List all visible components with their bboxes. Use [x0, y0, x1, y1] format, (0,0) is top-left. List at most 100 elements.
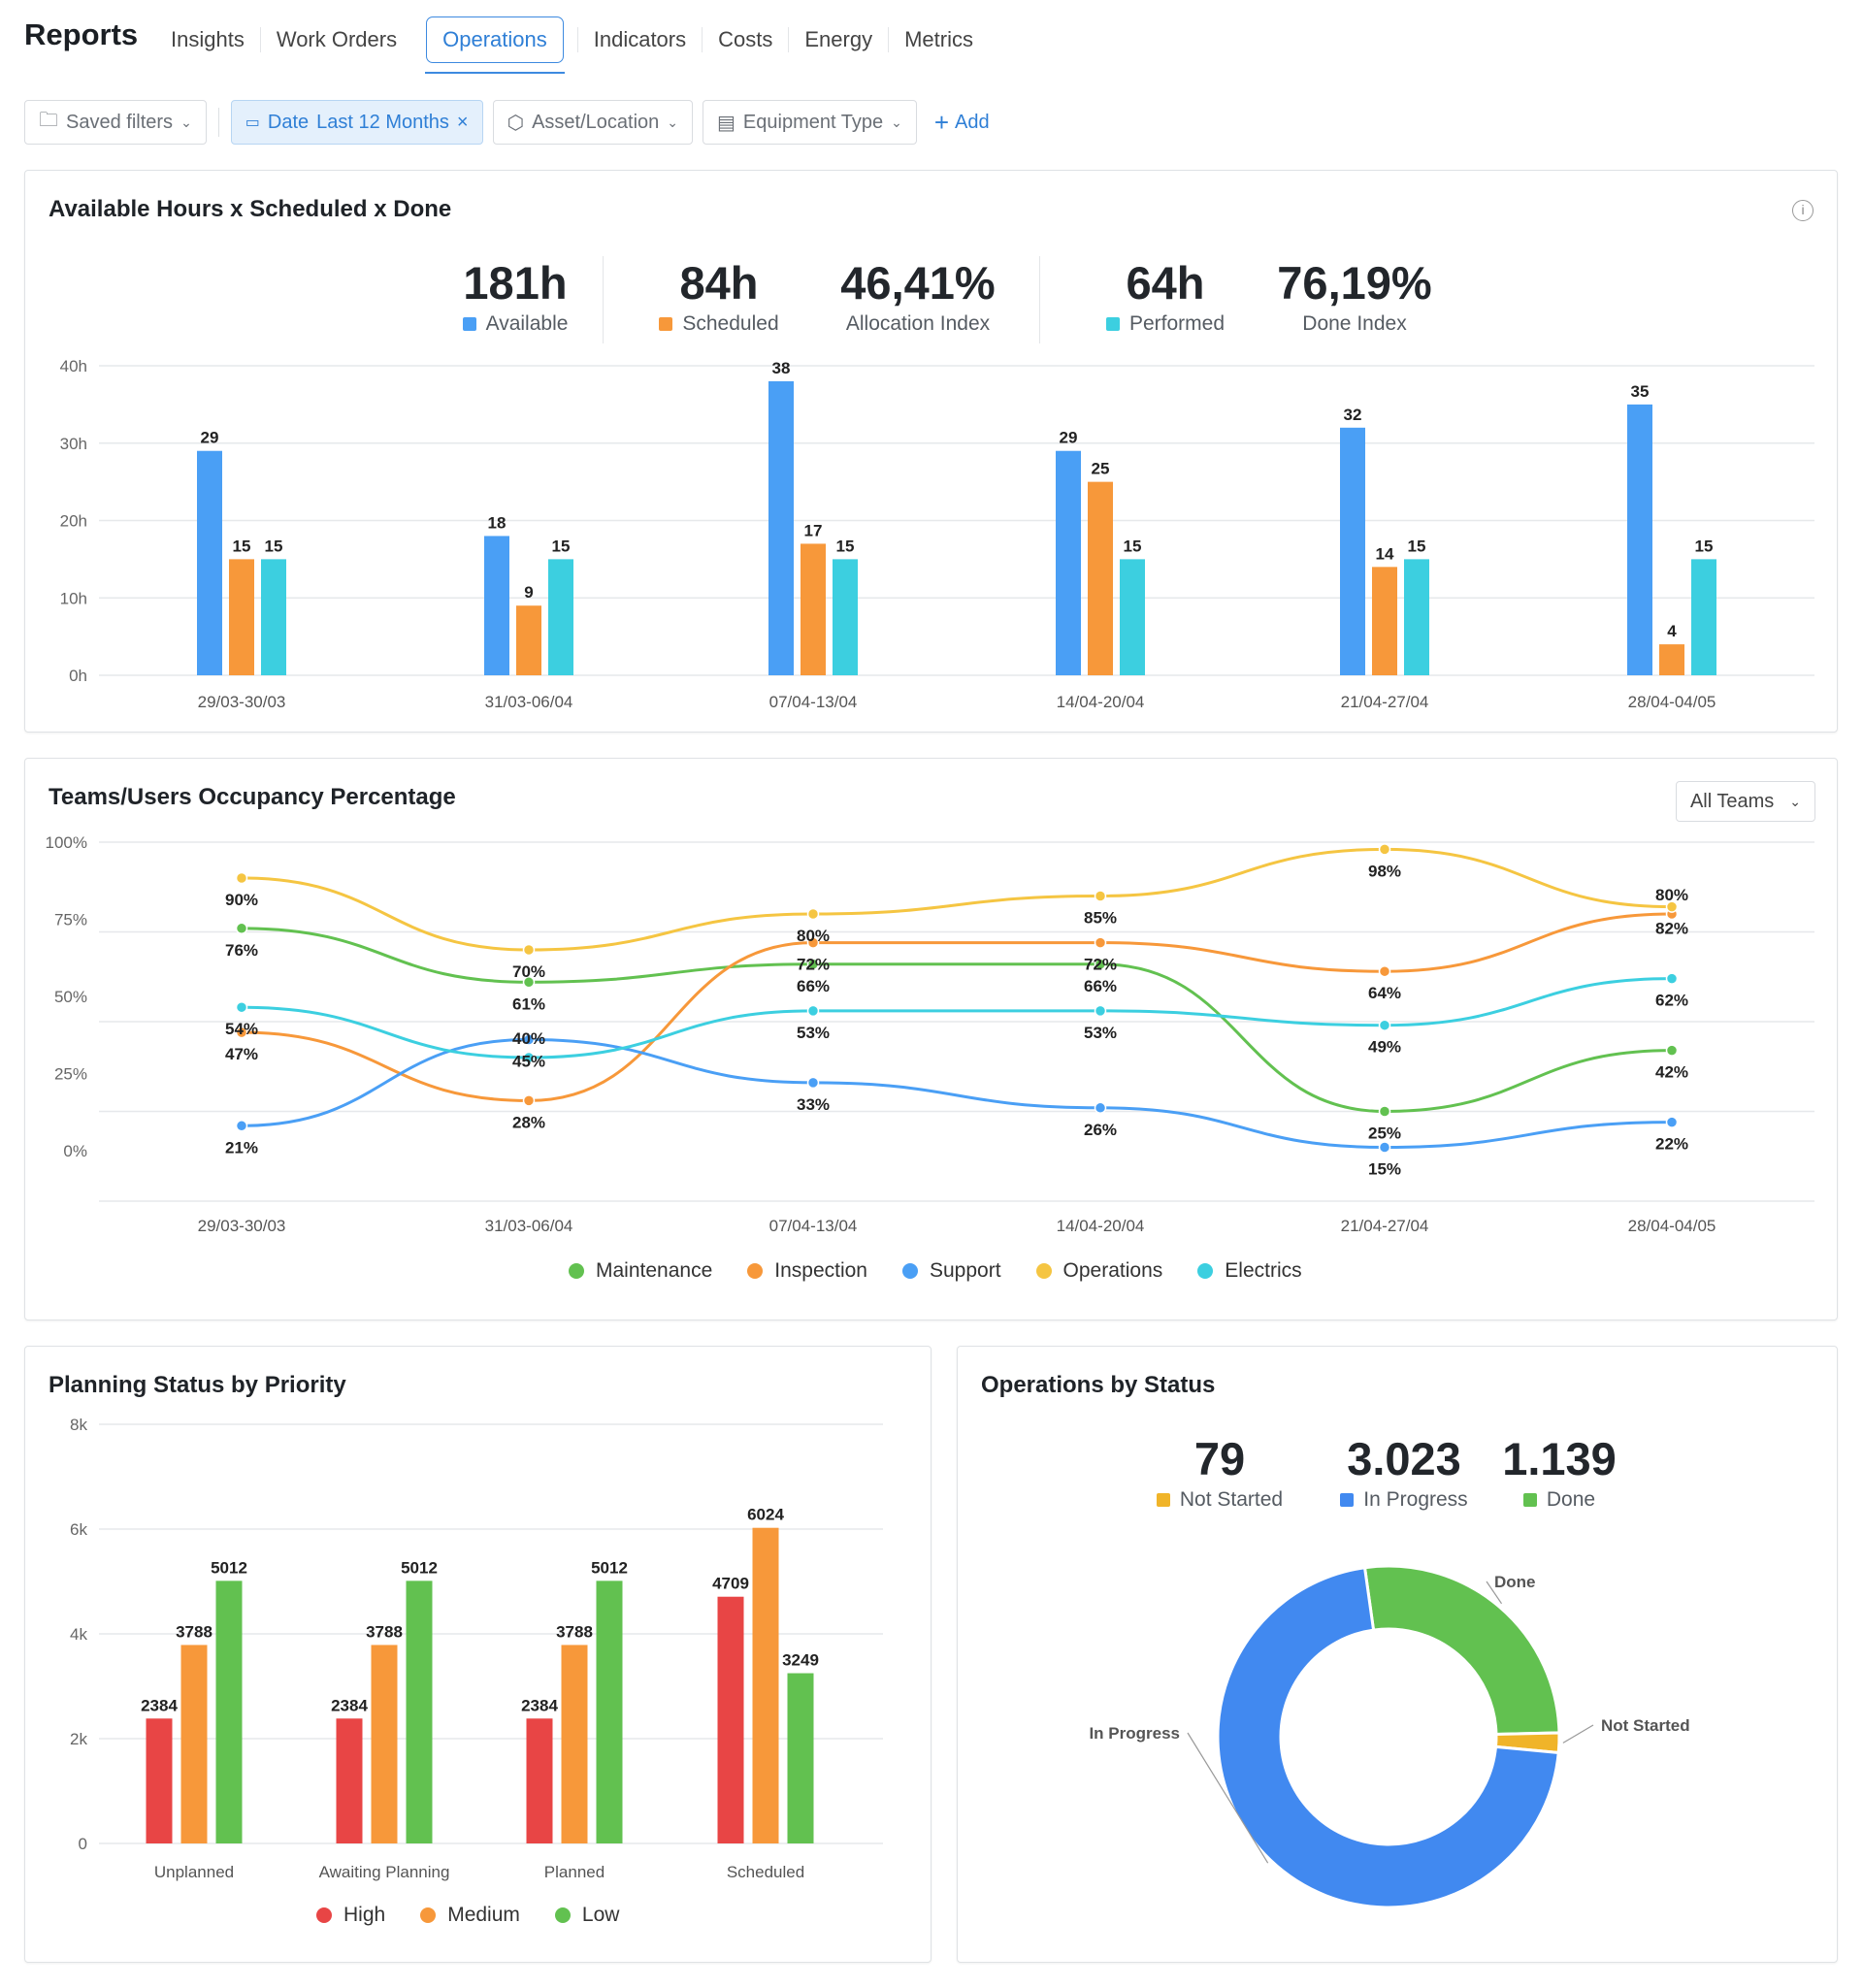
kpi-done-index: 76,19% Done Index	[1267, 258, 1442, 336]
legend-electrics[interactable]: Electrics	[1197, 1259, 1302, 1283]
data-label: 15	[1408, 537, 1426, 555]
data-label: 18	[488, 513, 507, 532]
bar-performed	[833, 559, 858, 675]
bar-available	[484, 536, 509, 675]
x-tick-label: 07/04-13/04	[769, 693, 858, 711]
data-label: 15	[1695, 537, 1714, 555]
saved-filters-button[interactable]: 🗀 Saved filters ⌄	[24, 100, 207, 145]
legend-high[interactable]: High	[316, 1904, 385, 1927]
add-filter-button[interactable]: + Add	[927, 108, 997, 138]
bar-performed	[1120, 559, 1145, 675]
legend-swatch	[462, 317, 476, 331]
tab-operations[interactable]: Operations	[425, 16, 565, 74]
info-icon[interactable]: i	[1792, 200, 1814, 221]
kpi-value: 3.023	[1347, 1433, 1461, 1484]
cube-icon: ⬡	[507, 112, 525, 134]
bar-performed	[548, 559, 573, 675]
bar-available	[768, 380, 794, 675]
date-filter-value: Last 12 Months	[316, 111, 449, 133]
legend-medium[interactable]: Medium	[420, 1904, 520, 1927]
occupancy-legend: Maintenance Inspection Support Operation…	[569, 1259, 1302, 1283]
saved-filters-label: Saved filters	[66, 111, 174, 133]
bar-available	[1627, 404, 1652, 675]
planning-legend: High Medium Low	[316, 1904, 619, 1927]
ops-status-card: Operations by Status 79 Not Started 3.023…	[957, 1346, 1838, 1963]
chevron-down-icon: ⌄	[891, 114, 902, 130]
kpi-label: Performed	[1128, 312, 1226, 335]
equipment-type-filter[interactable]: ▤ Equipment Type ⌄	[703, 100, 917, 145]
ops-status-title: Operations by Status	[981, 1372, 1216, 1398]
divider	[603, 256, 604, 343]
tab-costs[interactable]: Costs	[702, 27, 788, 52]
x-tick-label: 14/04-20/04	[1057, 693, 1145, 711]
data-label: 29	[1060, 429, 1078, 447]
asset-location-filter[interactable]: ⬡ Asset/Location ⌄	[492, 100, 694, 145]
tab-indicators[interactable]: Indicators	[576, 27, 702, 52]
y-tick-label: 40h	[60, 357, 87, 375]
bar-scheduled	[1088, 481, 1113, 675]
kpi-label: Available	[485, 312, 569, 335]
date-filter-label: Date	[267, 111, 310, 133]
equipment-type-label: Equipment Type	[742, 111, 884, 133]
kpi-label: Scheduled	[682, 312, 779, 335]
teams-dropdown[interactable]: All Teams ⌄	[1675, 781, 1815, 822]
legend-support[interactable]: Support	[901, 1259, 1001, 1283]
bar-scheduled	[229, 559, 254, 675]
x-tick-label: 21/04-27/04	[1341, 693, 1429, 711]
kpi-done: 1.139 Done	[1501, 1434, 1618, 1512]
x-tick-label: 31/03-06/04	[485, 693, 573, 711]
kpi-performed: 64h Performed	[1093, 258, 1238, 336]
kpi-value: 64h	[1126, 257, 1205, 309]
legend-maintenance[interactable]: Maintenance	[569, 1259, 712, 1283]
kpi-value: 181h	[463, 257, 568, 309]
occupancy-card: Teams/Users Occupancy Percentage All Tea…	[24, 758, 1838, 1320]
tab-work-orders[interactable]: Work Orders	[259, 27, 412, 52]
data-label: 14	[1376, 544, 1394, 563]
data-label: 15	[552, 537, 571, 555]
bar-available	[1056, 450, 1081, 675]
divider	[217, 108, 219, 137]
chevron-down-icon: ⌄	[667, 114, 679, 130]
legend-inspection[interactable]: Inspection	[747, 1259, 867, 1283]
report-tabs: Insights Work Orders Operations Indicato…	[155, 16, 989, 74]
data-label: 17	[804, 521, 823, 539]
legend-low[interactable]: Low	[554, 1904, 619, 1927]
legend-swatch	[1105, 317, 1120, 331]
tab-metrics[interactable]: Metrics	[888, 27, 989, 52]
bar-performed	[1691, 559, 1716, 675]
data-label: 32	[1344, 406, 1362, 424]
asset-location-label: Asset/Location	[532, 111, 660, 133]
data-label: 15	[233, 537, 251, 555]
y-tick-label: 10h	[60, 589, 87, 607]
hours-card: Available Hours x Scheduled x Done i 181…	[24, 170, 1838, 733]
planning-title: Planning Status by Priority	[49, 1372, 346, 1398]
kpi-available: 181h Available	[442, 258, 588, 336]
planning-card: Planning Status by Priority High Medium …	[24, 1346, 932, 1963]
tab-insights[interactable]: Insights	[171, 27, 245, 51]
bar-performed	[1404, 559, 1429, 675]
data-label: 4	[1667, 622, 1677, 640]
kpi-allocation-index: 46,41% Allocation Index	[831, 258, 1005, 336]
bar-scheduled	[801, 543, 826, 675]
kpi-value: 1.139	[1502, 1433, 1617, 1484]
bar-scheduled	[1659, 644, 1684, 675]
bar-performed	[261, 559, 286, 675]
data-label: 38	[772, 359, 791, 377]
chevron-down-icon: ⌄	[180, 114, 192, 130]
calendar-icon: ▭	[245, 114, 260, 131]
kpi-label: Not Started	[1179, 1488, 1284, 1511]
kpi-not-started: 79 Not Started	[1147, 1434, 1292, 1512]
kpi-label: Done	[1546, 1488, 1596, 1511]
bar-scheduled	[1372, 567, 1397, 675]
legend-swatch	[659, 317, 673, 331]
hours-title: Available Hours x Scheduled x Done	[49, 196, 452, 222]
legend-swatch	[1156, 1493, 1170, 1507]
page-title: Reports	[24, 17, 139, 51]
legend-operations[interactable]: Operations	[1035, 1259, 1162, 1283]
data-label: 15	[836, 537, 855, 555]
kpi-value: 84h	[679, 257, 759, 309]
tab-energy[interactable]: Energy	[788, 27, 888, 52]
close-icon[interactable]: ×	[456, 111, 469, 133]
equipment-icon: ▤	[717, 112, 735, 134]
date-filter-chip[interactable]: ▭ Date Last 12 Months ×	[230, 100, 483, 145]
